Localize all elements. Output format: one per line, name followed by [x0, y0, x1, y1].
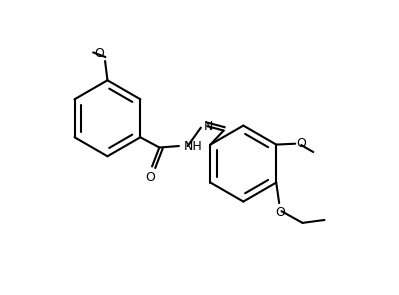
Text: NH: NH: [184, 140, 203, 153]
Text: O: O: [146, 171, 156, 184]
Text: O: O: [276, 206, 286, 219]
Text: O: O: [94, 47, 104, 60]
Text: N: N: [204, 120, 213, 133]
Text: O: O: [297, 137, 306, 150]
